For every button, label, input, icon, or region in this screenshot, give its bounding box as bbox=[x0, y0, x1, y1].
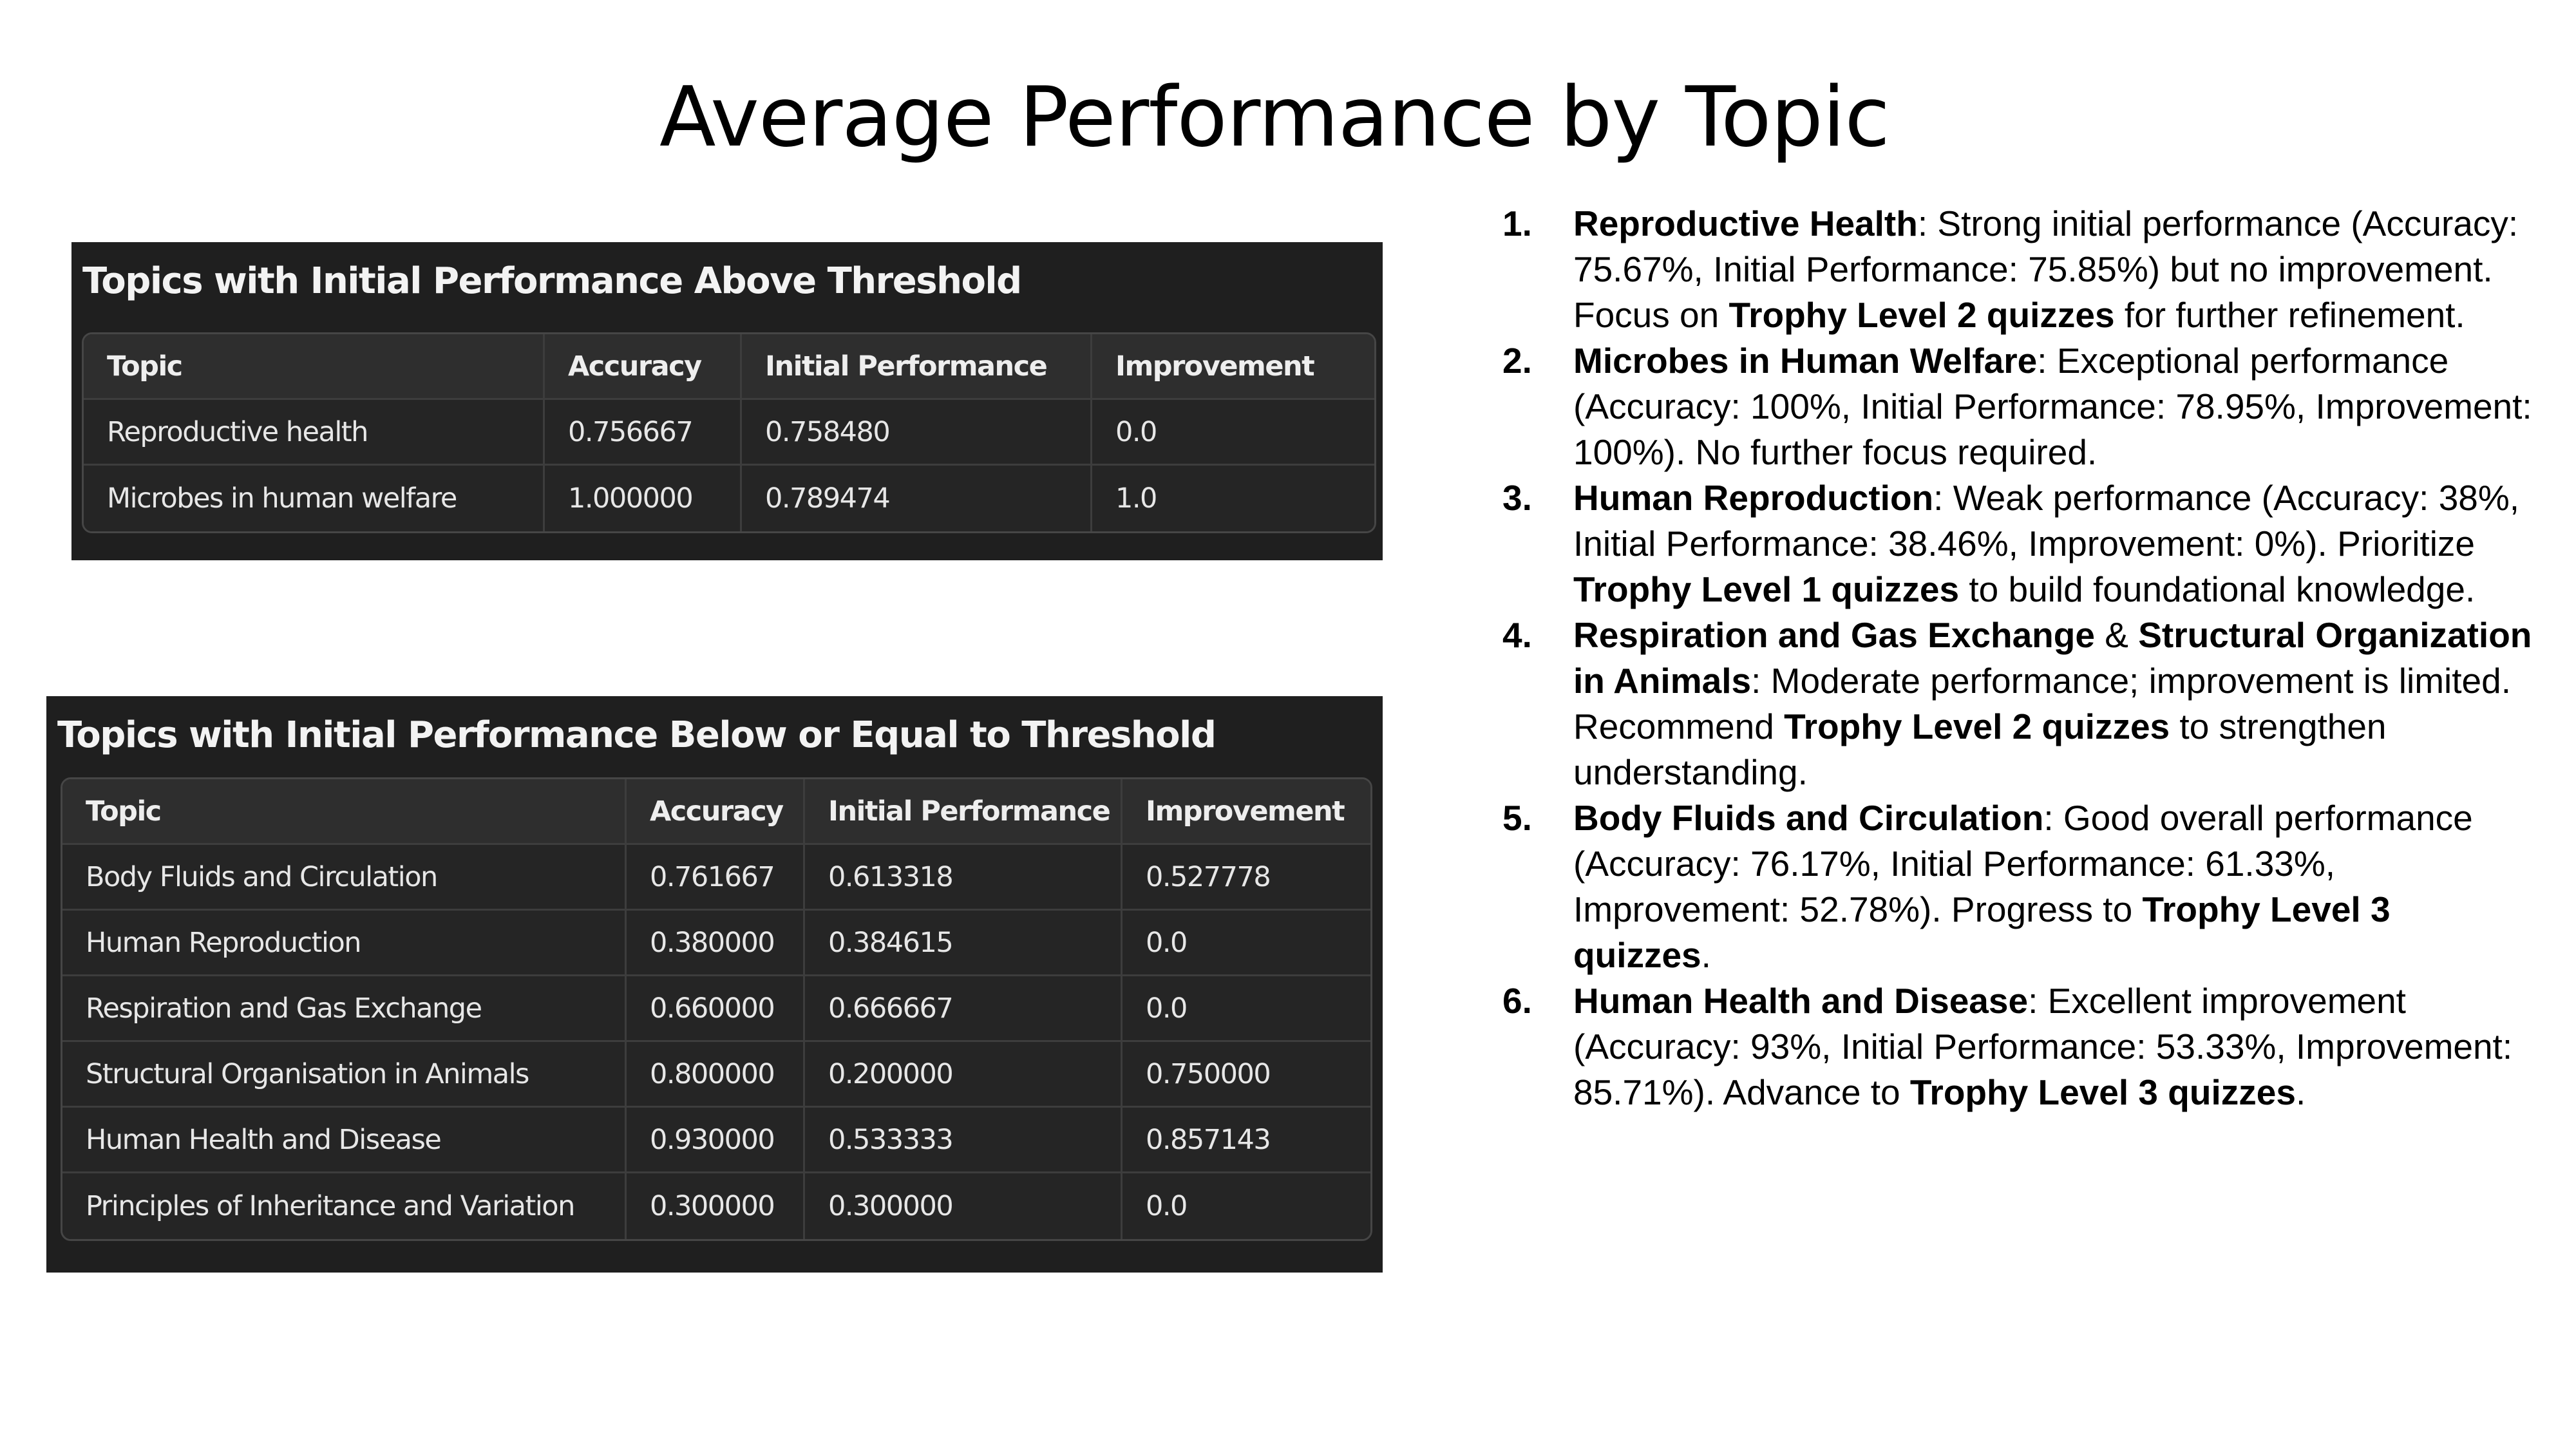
recommendation-item: 4. Respiration and Gas Exchange & Structu… bbox=[1493, 612, 2536, 795]
cell-initial-performance: 0.789474 bbox=[742, 466, 1092, 531]
cell-accuracy: 0.800000 bbox=[627, 1042, 805, 1108]
table-row: Respiration and Gas Exchange 0.660000 0.… bbox=[62, 976, 1370, 1042]
data-table-below-threshold: Topic Accuracy Initial Performance Impro… bbox=[61, 777, 1372, 1241]
column-header-accuracy: Accuracy bbox=[545, 334, 742, 400]
table-row: Body Fluids and Circulation 0.761667 0.6… bbox=[62, 845, 1370, 911]
item-number: 1. bbox=[1502, 204, 1532, 243]
cell-accuracy: 0.756667 bbox=[545, 400, 742, 466]
note-text: & bbox=[2094, 615, 2139, 655]
item-number: 2. bbox=[1502, 341, 1532, 381]
note-text: : Excellent improvement (Accuracy: 93%, … bbox=[1573, 981, 2513, 1112]
recommendation-item: 6. Human Health and Disease: Excellent im… bbox=[1493, 978, 2536, 1115]
note-text: to build foundational knowledge. bbox=[1959, 569, 2476, 609]
cell-initial-performance: 0.533333 bbox=[805, 1108, 1122, 1173]
note-text: . bbox=[1701, 935, 1711, 975]
cell-topic: Reproductive health bbox=[84, 400, 545, 466]
bold-text: Trophy Level 2 quizzes bbox=[1784, 706, 2170, 746]
bold-text: Microbes in Human Welfare bbox=[1573, 341, 2038, 381]
cell-initial-performance: 0.666667 bbox=[805, 976, 1122, 1042]
page-title: Average Performance by Topic bbox=[659, 70, 1890, 166]
cell-initial-performance: 0.300000 bbox=[805, 1173, 1122, 1239]
cell-topic: Microbes in human welfare bbox=[84, 466, 545, 531]
cell-accuracy: 0.380000 bbox=[627, 911, 805, 976]
bold-text: Structural Organization in Animals bbox=[1573, 615, 2532, 701]
item-number: 6. bbox=[1502, 981, 1532, 1021]
recommendation-item: 1. Reproductive Health: Strong initial pe… bbox=[1493, 201, 2536, 338]
bold-text: Trophy Level 3 quizzes bbox=[1909, 1072, 2296, 1112]
bold-text: Trophy Level 1 quizzes bbox=[1573, 569, 1960, 609]
column-header-topic: Topic bbox=[84, 334, 545, 400]
table-row: Principles of Inheritance and Variation … bbox=[62, 1173, 1370, 1239]
column-header-initial-performance: Initial Performance bbox=[742, 334, 1092, 400]
note-text: : Strong initial performance (Accuracy: … bbox=[1573, 204, 2519, 335]
cell-topic: Structural Organisation in Animals bbox=[62, 1042, 627, 1108]
recommendation-item: 3. Human Reproduction: Weak performance (… bbox=[1493, 475, 2536, 612]
cell-initial-performance: 0.384615 bbox=[805, 911, 1122, 976]
cell-topic: Body Fluids and Circulation bbox=[62, 845, 627, 911]
note-text: : Good overall performance (Accuracy: 76… bbox=[1573, 798, 2473, 929]
cell-topic: Human Health and Disease bbox=[62, 1108, 627, 1173]
cell-topic: Human Reproduction bbox=[62, 911, 627, 976]
table-row: Human Reproduction 0.380000 0.384615 0.0 bbox=[62, 911, 1370, 976]
cell-improvement: 0.750000 bbox=[1122, 1042, 1370, 1108]
column-header-topic: Topic bbox=[62, 779, 627, 845]
recommendation-item: 2. Microbes in Human Welfare: Exceptional… bbox=[1493, 338, 2536, 475]
item-number: 4. bbox=[1502, 615, 1532, 655]
cell-improvement: 0.0 bbox=[1122, 976, 1370, 1042]
table-row: Structural Organisation in Animals 0.800… bbox=[62, 1042, 1370, 1108]
cell-improvement: 0.527778 bbox=[1122, 845, 1370, 911]
table-panel-below-threshold: Topics with Initial Performance Below or… bbox=[46, 696, 1383, 1273]
bold-text: Human Health and Disease bbox=[1573, 981, 2029, 1021]
cell-improvement: 1.0 bbox=[1092, 466, 1374, 531]
cell-topic: Principles of Inheritance and Variation bbox=[62, 1173, 627, 1239]
cell-initial-performance: 0.613318 bbox=[805, 845, 1122, 911]
note-text: : Weak performance (Accuracy: 38%, Initi… bbox=[1573, 478, 2520, 564]
column-header-initial-performance: Initial Performance bbox=[805, 779, 1122, 845]
table-row: Reproductive health 0.756667 0.758480 0.… bbox=[84, 400, 1374, 466]
cell-improvement: 0.0 bbox=[1122, 1173, 1370, 1239]
recommendation-item: 5. Body Fluids and Circulation: Good over… bbox=[1493, 795, 2536, 978]
item-number: 5. bbox=[1502, 798, 1532, 838]
cell-improvement: 0.0 bbox=[1122, 911, 1370, 976]
data-table-above-threshold: Topic Accuracy Initial Performance Impro… bbox=[82, 332, 1376, 533]
table-title: Topics with Initial Performance Above Th… bbox=[82, 260, 1022, 302]
cell-topic: Respiration and Gas Exchange bbox=[62, 976, 627, 1042]
note-text: : Exceptional performance (Accuracy: 100… bbox=[1573, 341, 2532, 472]
note-text: . bbox=[2295, 1072, 2306, 1112]
column-header-improvement: Improvement bbox=[1092, 334, 1374, 400]
cell-improvement: 0.857143 bbox=[1122, 1108, 1370, 1173]
column-header-improvement: Improvement bbox=[1122, 779, 1370, 845]
bold-text: Reproductive Health bbox=[1573, 204, 1918, 243]
cell-improvement: 0.0 bbox=[1092, 400, 1374, 466]
column-header-accuracy: Accuracy bbox=[627, 779, 805, 845]
cell-accuracy: 0.930000 bbox=[627, 1108, 805, 1173]
bold-text: Respiration and Gas Exchange bbox=[1573, 615, 2095, 655]
note-text: : Moderate performance; improvement is l… bbox=[1573, 661, 2511, 746]
note-text: for further refinement. bbox=[2114, 295, 2465, 335]
bold-text: Body Fluids and Circulation bbox=[1573, 798, 2044, 838]
bold-text: Trophy Level 3 quizzes bbox=[1573, 889, 2391, 975]
cell-initial-performance: 0.200000 bbox=[805, 1042, 1122, 1108]
cell-accuracy: 0.761667 bbox=[627, 845, 805, 911]
bold-text: Trophy Level 2 quizzes bbox=[1728, 295, 2115, 335]
item-number: 3. bbox=[1502, 478, 1532, 518]
bold-text: Human Reproduction bbox=[1573, 478, 1934, 518]
recommendations-list: 1. Reproductive Health: Strong initial pe… bbox=[1493, 201, 2536, 1115]
table-row: Human Health and Disease 0.930000 0.5333… bbox=[62, 1108, 1370, 1173]
cell-initial-performance: 0.758480 bbox=[742, 400, 1092, 466]
cell-accuracy: 0.660000 bbox=[627, 976, 805, 1042]
cell-accuracy: 0.300000 bbox=[627, 1173, 805, 1239]
table-panel-above-threshold: Topics with Initial Performance Above Th… bbox=[71, 242, 1383, 560]
table-header-row: Topic Accuracy Initial Performance Impro… bbox=[62, 779, 1370, 845]
table-row: Microbes in human welfare 1.000000 0.789… bbox=[84, 466, 1374, 531]
table-header-row: Topic Accuracy Initial Performance Impro… bbox=[84, 334, 1374, 400]
note-text: to strengthen understanding. bbox=[1573, 706, 2387, 792]
cell-accuracy: 1.000000 bbox=[545, 466, 742, 531]
table-title: Topics with Initial Performance Below or… bbox=[57, 714, 1217, 756]
